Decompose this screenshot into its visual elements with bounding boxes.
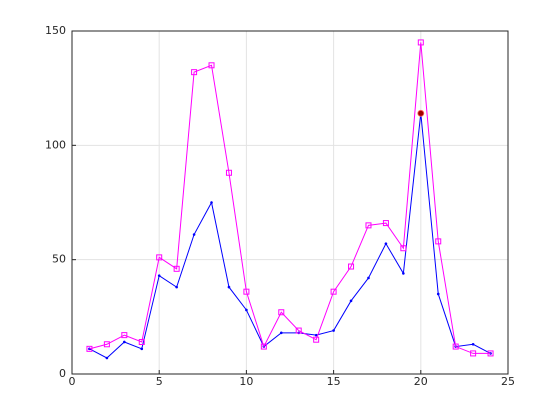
- marker: [210, 201, 213, 204]
- marker: [332, 329, 335, 332]
- marker: [314, 333, 318, 337]
- marker: [138, 338, 145, 345]
- marker: [471, 342, 475, 346]
- marker: [295, 327, 302, 334]
- marker: [417, 39, 424, 46]
- marker: [313, 336, 320, 343]
- marker: [402, 272, 405, 275]
- marker: [435, 238, 442, 245]
- y-tick-label: 100: [45, 138, 66, 151]
- marker: [436, 292, 440, 296]
- marker: [330, 288, 337, 295]
- marker: [278, 309, 285, 316]
- marker: [175, 285, 178, 289]
- x-tick-label: 20: [414, 375, 428, 388]
- marker: [245, 308, 248, 312]
- x-tick-label: 25: [501, 375, 515, 388]
- y-tick-label: 150: [45, 24, 66, 37]
- plot-frame: [71, 30, 509, 375]
- series-line: [89, 113, 491, 359]
- marker: [487, 350, 494, 357]
- y-tick-label: 50: [52, 253, 66, 266]
- marker: [349, 299, 353, 303]
- marker: [123, 340, 126, 344]
- highlight-marker: [417, 109, 425, 117]
- marker: [279, 331, 283, 335]
- marker: [470, 350, 477, 357]
- marker: [382, 220, 389, 227]
- marker: [121, 332, 128, 339]
- marker: [452, 343, 459, 350]
- marker: [140, 347, 144, 351]
- marker: [227, 285, 231, 289]
- marker: [243, 288, 250, 295]
- x-tick-label: 5: [156, 375, 163, 388]
- y-tick-label: 0: [59, 367, 66, 380]
- x-tick-label: 0: [69, 375, 76, 388]
- series-line: [89, 42, 491, 354]
- marker: [105, 356, 109, 360]
- marker: [225, 169, 232, 176]
- marker: [103, 341, 110, 348]
- marker: [260, 343, 267, 350]
- marker: [348, 263, 355, 270]
- marker: [384, 242, 388, 245]
- marker: [173, 265, 180, 272]
- marker: [208, 62, 215, 69]
- marker: [400, 245, 407, 252]
- marker: [86, 345, 93, 352]
- marker: [157, 274, 161, 277]
- x-tick-label: 10: [239, 375, 253, 388]
- marker: [156, 254, 163, 261]
- marker: [365, 222, 372, 229]
- marker: [192, 233, 196, 236]
- x-tick-label: 15: [327, 375, 341, 388]
- marker: [367, 276, 370, 280]
- marker: [191, 69, 198, 76]
